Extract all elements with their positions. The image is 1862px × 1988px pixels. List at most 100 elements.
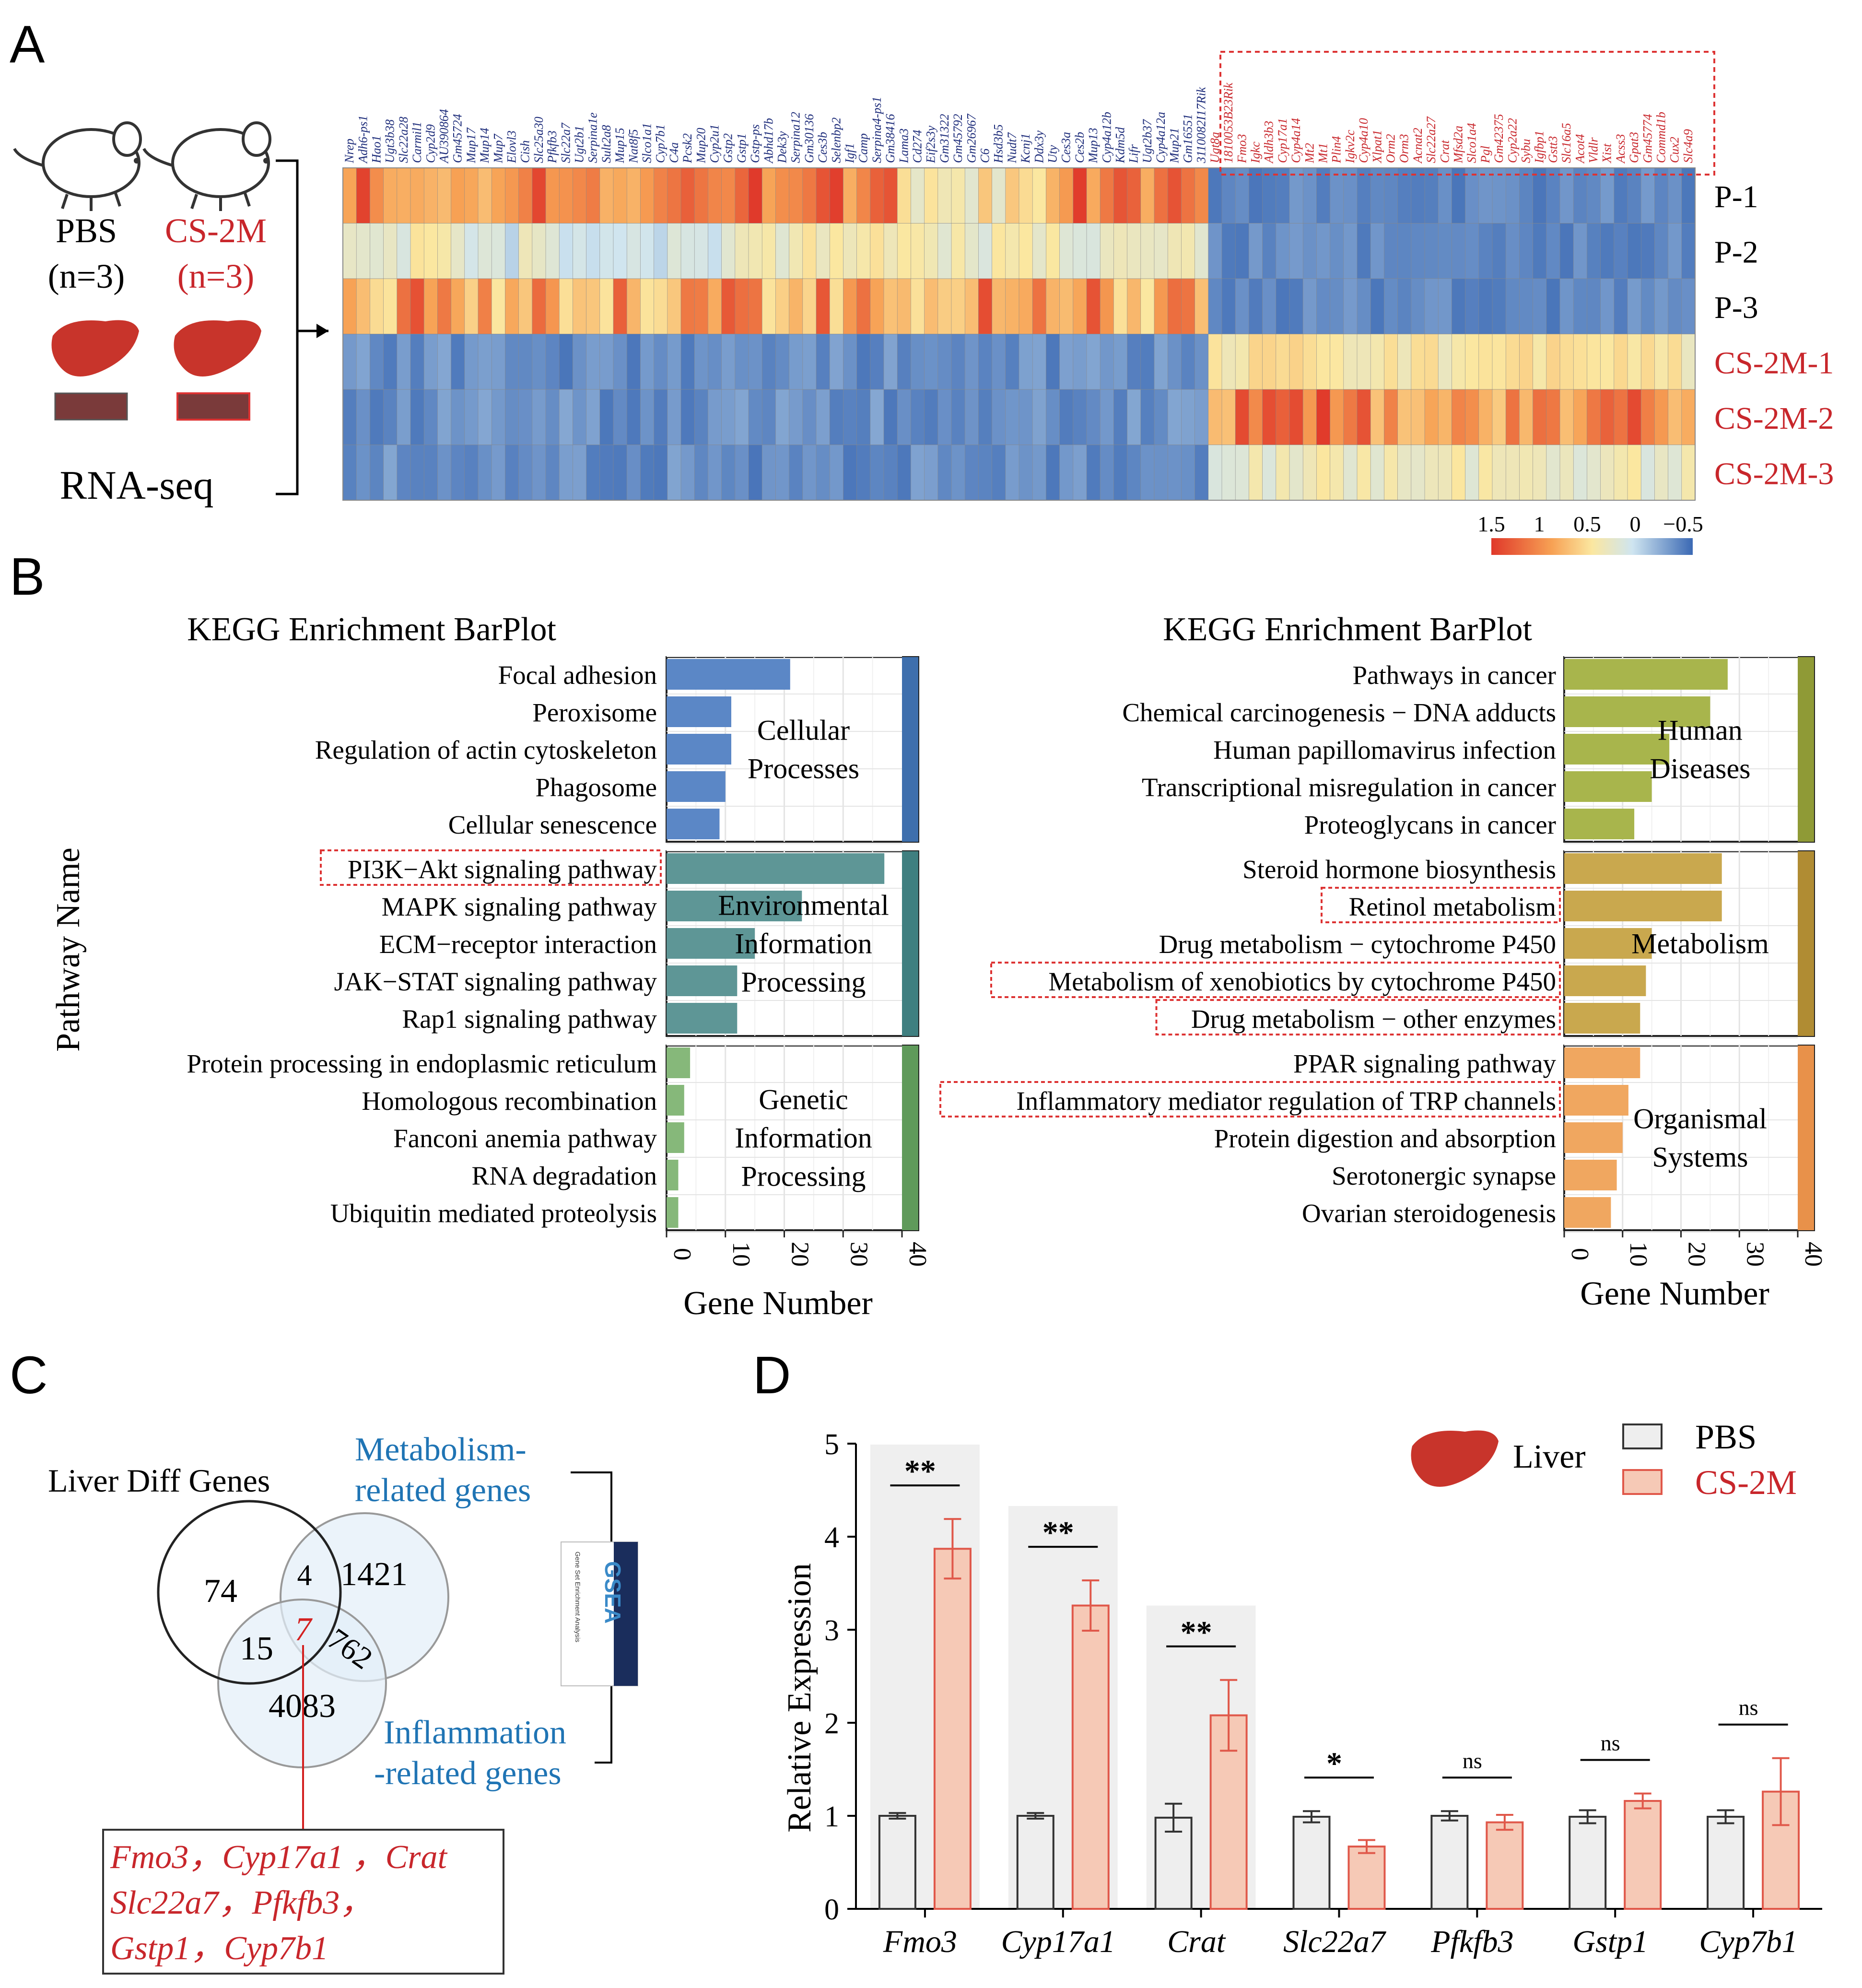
- gene-label: Hao1: [370, 135, 384, 164]
- heatmap-cell: [599, 334, 614, 390]
- pathway-label: Peroxisome: [532, 698, 657, 727]
- heatmap-cell: [1681, 278, 1696, 334]
- heatmap-cell: [748, 389, 763, 445]
- gene-label: Acot4: [1573, 134, 1587, 164]
- heatmap-cell: [1519, 167, 1534, 224]
- kegg-bar: [667, 1122, 684, 1153]
- bar-pbs: [1569, 1815, 1607, 1910]
- heatmap-cell: [1046, 445, 1060, 501]
- x-tick-label: 20: [1683, 1242, 1710, 1267]
- group-pbs-n: (n=3): [48, 257, 125, 295]
- heatmap-cell: [1370, 278, 1385, 334]
- heatmap-cell: [1113, 389, 1128, 445]
- heatmap-cell: [1343, 167, 1358, 224]
- gene-label: Slc22a7: [559, 122, 573, 163]
- heatmap-cell: [829, 389, 844, 445]
- category-label: Processes: [748, 753, 859, 785]
- heatmap-cell: [640, 334, 655, 390]
- heatmap-cell: [1059, 167, 1074, 224]
- heatmap-cell: [911, 445, 925, 501]
- gene-label: Dek3y: [775, 131, 789, 164]
- heatmap-cell: [1519, 445, 1534, 501]
- heatmap-cell: [1221, 167, 1236, 224]
- legend-pbs-label: PBS: [1695, 1418, 1757, 1456]
- heatmap-cell: [1505, 389, 1520, 445]
- heatmap-cell: [1438, 167, 1452, 224]
- heatmap-cell: [654, 445, 668, 501]
- heatmap-cell: [775, 278, 790, 334]
- heatmap-cell: [1587, 334, 1601, 390]
- heatmap-cell: [924, 389, 938, 445]
- pathway-label: Serotonergic synapse: [1332, 1161, 1556, 1190]
- category-label: Fmo3: [883, 1924, 957, 1959]
- heatmap-cell: [843, 167, 857, 224]
- heatmap-cell: [397, 223, 411, 279]
- kegg-bar: [1564, 1047, 1640, 1078]
- metabolism-set-label-1: Metabolism-: [355, 1431, 527, 1468]
- heatmap-cell: [1113, 167, 1128, 224]
- heatmap-cell: [1194, 167, 1209, 224]
- heatmap-cell: [802, 445, 817, 501]
- heatmap-cell: [1005, 445, 1019, 501]
- pathway-label: Regulation of actin cytoskeleton: [315, 735, 657, 765]
- gene-label: Gm26967: [964, 113, 978, 163]
- y-tick-label: 0: [824, 1894, 839, 1926]
- x-tick-label: 40: [904, 1242, 931, 1267]
- heatmap-cell: [423, 223, 438, 279]
- heatmap-cell: [1478, 445, 1493, 501]
- gene-label: Cd274: [911, 130, 925, 163]
- heatmap-cell: [613, 334, 628, 390]
- heatmap-cell: [423, 389, 438, 445]
- heatmap-cell: [1681, 334, 1696, 390]
- heatmap-cell: [1208, 334, 1222, 390]
- gene-label: Serpina4-ps1: [870, 96, 884, 163]
- heatmap-cell: [708, 167, 722, 224]
- gene-label: Slc16a5: [1559, 123, 1573, 163]
- heatmap-cell: [870, 278, 884, 334]
- heatmap-cell: [464, 334, 479, 390]
- gene-label: Ugt2b1: [573, 126, 586, 163]
- category-label: Cyp17a1: [1001, 1924, 1115, 1959]
- heatmap-cell: [532, 223, 546, 279]
- heatmap-cell: [789, 223, 803, 279]
- heatmap-cell: [1384, 445, 1398, 501]
- heatmap-cell: [1505, 223, 1520, 279]
- kegg-chart-title: KEGG Enrichment BarPlot: [187, 611, 556, 648]
- y-tick-label: 3: [824, 1614, 839, 1647]
- heatmap-cell: [1559, 278, 1574, 334]
- bar-cs2m: [933, 1548, 972, 1910]
- heatmap-cell: [1640, 389, 1655, 445]
- heatmap-cell: [1505, 445, 1520, 501]
- heatmap-cell: [1032, 167, 1047, 224]
- heatmap-cell: [464, 278, 479, 334]
- gene-label: Abhd17b: [761, 118, 775, 164]
- heatmap-cell: [1127, 334, 1141, 390]
- heatmap-cell: [802, 223, 817, 279]
- heatmap-cell: [370, 278, 384, 334]
- kegg-chart-left: KEGG Enrichment BarPlot Focal adhesion Per…: [187, 611, 931, 1322]
- heatmap-cell: [1492, 445, 1507, 501]
- x-tick-label: 30: [845, 1242, 872, 1267]
- heatmap-cell: [856, 389, 871, 445]
- heatmap-cell: [1019, 334, 1033, 390]
- heatmap-cell: [1587, 389, 1601, 445]
- heatmap-cell: [829, 278, 844, 334]
- heatmap-cell: [735, 389, 749, 445]
- category-label: Systems: [1652, 1141, 1748, 1173]
- colorbar-tick: 1.5: [1477, 512, 1505, 536]
- pathway-label: Drug metabolism − other enzymes: [1191, 1004, 1556, 1034]
- heatmap-cell: [342, 167, 357, 224]
- heatmap-cell: [708, 445, 722, 501]
- bar-pbs: [1292, 1815, 1331, 1910]
- heatmap-cell: [1073, 278, 1087, 334]
- heatmap-cell: [586, 278, 600, 334]
- gene-label: Elovl3: [505, 130, 519, 164]
- heatmap-cell: [1438, 223, 1452, 279]
- heatmap-cell: [451, 223, 465, 279]
- heatmap-cell: [626, 167, 641, 224]
- heatmap-cell: [1600, 389, 1615, 445]
- bar-pbs: [1154, 1816, 1193, 1910]
- heatmap-cell: [951, 445, 966, 501]
- heatmap-cell: [1059, 223, 1074, 279]
